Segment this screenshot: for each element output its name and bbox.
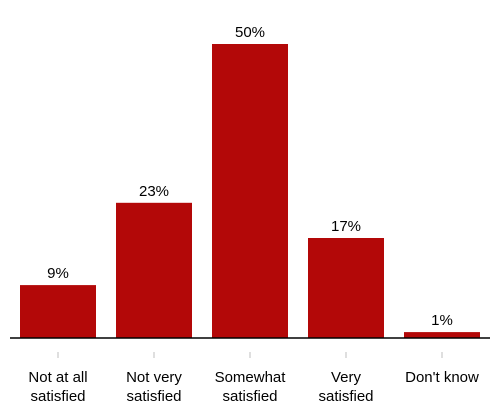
value-label-3: 17%	[331, 218, 361, 235]
bar-1	[116, 202, 192, 338]
x-tick-label-1: Not very satisfied	[126, 369, 182, 405]
x-tick-label-0: Not at all satisfied	[28, 369, 87, 405]
x-ticks-layer: Not at all satisfied Not very satisfied Some…	[28, 352, 479, 405]
x-tick-label-4: Don't know	[405, 369, 479, 386]
value-labels-layer: 9% 23% 50% 17% 1%	[47, 24, 453, 329]
value-label-4: 1%	[431, 312, 453, 329]
value-label-1: 23%	[139, 183, 169, 200]
value-label-0: 9%	[47, 265, 69, 282]
bar-4	[404, 332, 480, 338]
bar-3	[308, 238, 384, 338]
value-label-2: 50%	[235, 24, 265, 41]
x-tick-label-2: Somewhat satisfied	[215, 369, 287, 405]
x-tick-label-3: Very satisfied	[318, 369, 373, 405]
bars-layer	[20, 44, 480, 338]
bar-0	[20, 285, 96, 338]
bar-2	[212, 44, 288, 338]
